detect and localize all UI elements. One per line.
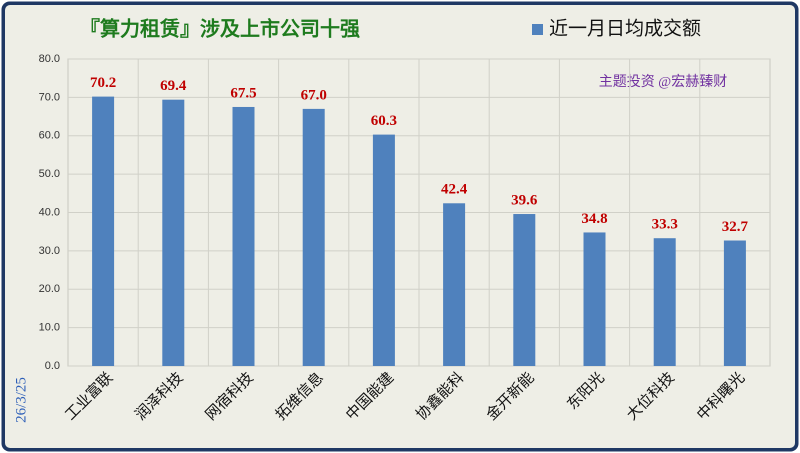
y-tick-label: 40.0 bbox=[39, 206, 60, 218]
y-tick-label: 50.0 bbox=[39, 168, 60, 180]
legend-swatch bbox=[532, 24, 543, 35]
bar bbox=[372, 134, 395, 366]
bar bbox=[723, 240, 746, 366]
bar bbox=[302, 108, 325, 366]
value-label: 39.6 bbox=[511, 192, 538, 208]
value-label: 67.5 bbox=[230, 85, 256, 101]
y-tick-label: 80.0 bbox=[39, 53, 60, 65]
legend-label: 近一月日均成交额 bbox=[549, 17, 701, 39]
value-label: 70.2 bbox=[90, 75, 116, 91]
y-tick-label: 10.0 bbox=[39, 322, 60, 334]
annotation: 主题投资 @宏赫臻财 bbox=[599, 74, 727, 90]
y-tick-label: 30.0 bbox=[39, 245, 60, 257]
bar bbox=[443, 203, 466, 366]
value-label: 60.3 bbox=[371, 113, 397, 129]
y-tick-label: 20.0 bbox=[39, 283, 60, 295]
value-label: 34.8 bbox=[581, 211, 607, 227]
date-note: 26/3/25 bbox=[13, 377, 29, 423]
y-tick-label: 0.0 bbox=[45, 360, 60, 372]
y-tick-label: 60.0 bbox=[39, 130, 60, 142]
value-label: 32.7 bbox=[722, 219, 749, 235]
chart-title: 『算力租赁』涉及上市公司十强 bbox=[80, 17, 360, 41]
bar bbox=[92, 96, 115, 367]
bar bbox=[513, 214, 536, 366]
bar bbox=[232, 106, 255, 366]
value-label: 69.4 bbox=[160, 78, 187, 94]
y-tick-label: 70.0 bbox=[39, 91, 60, 103]
bar bbox=[162, 99, 185, 367]
value-label: 42.4 bbox=[441, 182, 468, 198]
value-label: 67.0 bbox=[301, 87, 327, 103]
bar bbox=[583, 232, 606, 366]
bar bbox=[653, 238, 676, 366]
value-label: 33.3 bbox=[652, 217, 678, 233]
